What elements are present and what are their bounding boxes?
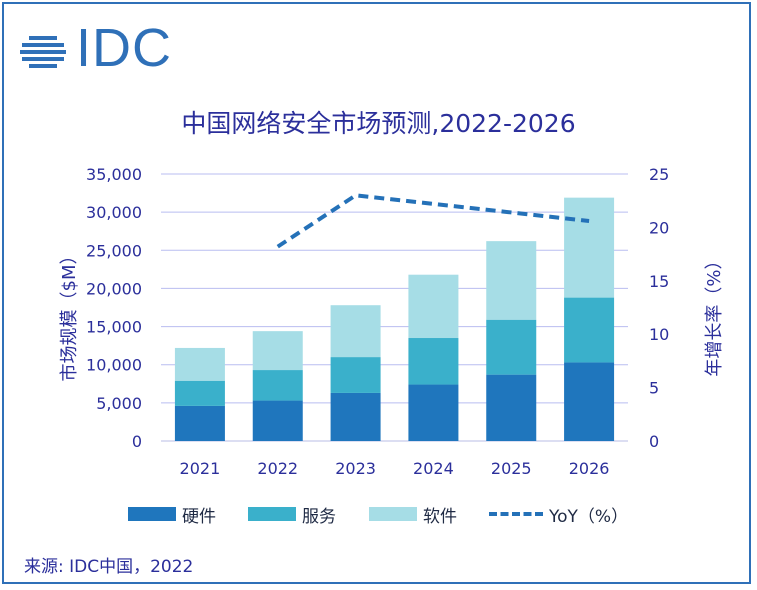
grid-lines: [161, 173, 628, 442]
legend-label-hardware: 硬件: [182, 506, 216, 527]
axis-labels: 0 5,000 10,000 15,000 20,000 25,000 30,000 35,0…: [86, 165, 669, 478]
bar-segment: [486, 374, 537, 441]
legend-swatch-software: [369, 507, 417, 521]
y-tick-label: 10,000: [86, 356, 142, 375]
bar-segment: [174, 347, 225, 381]
y2-tick-label: 25: [649, 165, 669, 184]
source-note: 来源: IDC中国，2022: [24, 557, 194, 577]
x-tick-label: 2022: [257, 459, 298, 478]
y-tick-label: 5,000: [96, 394, 142, 413]
bar-segment: [174, 380, 225, 406]
bar-segment: [252, 331, 303, 371]
y2-tick-label: 0: [649, 432, 659, 451]
y-tick-label: 35,000: [86, 165, 142, 184]
legend-item-services: 服务: [248, 501, 336, 527]
bars: [174, 197, 615, 441]
legend-swatch-yoy: [489, 512, 543, 516]
bar-segment: [564, 297, 615, 363]
legend-item-hardware: 硬件: [128, 501, 216, 527]
x-tick-label: 2024: [413, 459, 454, 478]
legend-item-yoy: YoY（%）: [489, 501, 628, 527]
bar-segment: [252, 400, 303, 441]
bar-segment: [408, 338, 459, 385]
bar-segment: [564, 362, 615, 441]
chart-title: 中国网络安全市场预测,2022-2026: [181, 109, 576, 138]
logo-text: IDC: [76, 18, 172, 78]
y-axis-title: 市场规模（$M）: [59, 246, 80, 382]
globe-icon: [20, 36, 66, 68]
yoy-line: [276, 193, 590, 249]
y2-axis-title: 年增长率（%）: [704, 251, 725, 377]
legend-label-services: 服务: [302, 506, 336, 527]
idc-logo: IDC: [18, 18, 178, 78]
bar-segment: [330, 392, 381, 441]
x-tick-label: 2025: [491, 459, 532, 478]
y2-tick-label: 5: [649, 379, 659, 398]
bar-segment: [174, 405, 225, 441]
y-tick-label: 20,000: [86, 279, 142, 298]
bar-segment: [330, 357, 381, 393]
chart-frame: [2, 2, 751, 584]
legend-swatch-services: [248, 507, 296, 521]
y-tick-label: 15,000: [86, 318, 142, 337]
bar-segment: [408, 384, 459, 441]
bar-segment: [564, 197, 615, 298]
legend-label-software: 软件: [423, 506, 457, 527]
x-tick-label: 2021: [180, 459, 221, 478]
y-tick-label: 30,000: [86, 203, 142, 222]
legend: 硬件 服务 软件 YoY（%）: [0, 501, 757, 527]
y-tick-label: 0: [132, 432, 142, 451]
x-tick-label: 2026: [569, 459, 610, 478]
legend-swatch-hardware: [128, 507, 176, 521]
bar-segment: [408, 274, 459, 339]
yoy-line-group: [276, 193, 590, 249]
y2-tick-label: 10: [649, 325, 669, 344]
y2-tick-label: 15: [649, 272, 669, 291]
bar-segment: [330, 305, 381, 358]
bar-segment: [486, 241, 537, 320]
legend-item-software: 软件: [369, 501, 457, 527]
x-tick-label: 2023: [335, 459, 376, 478]
y-tick-label: 25,000: [86, 241, 142, 260]
bar-segment: [486, 319, 537, 375]
y2-tick-label: 20: [649, 218, 669, 237]
legend-label-yoy: YoY（%）: [549, 506, 629, 527]
bar-segment: [252, 370, 303, 401]
